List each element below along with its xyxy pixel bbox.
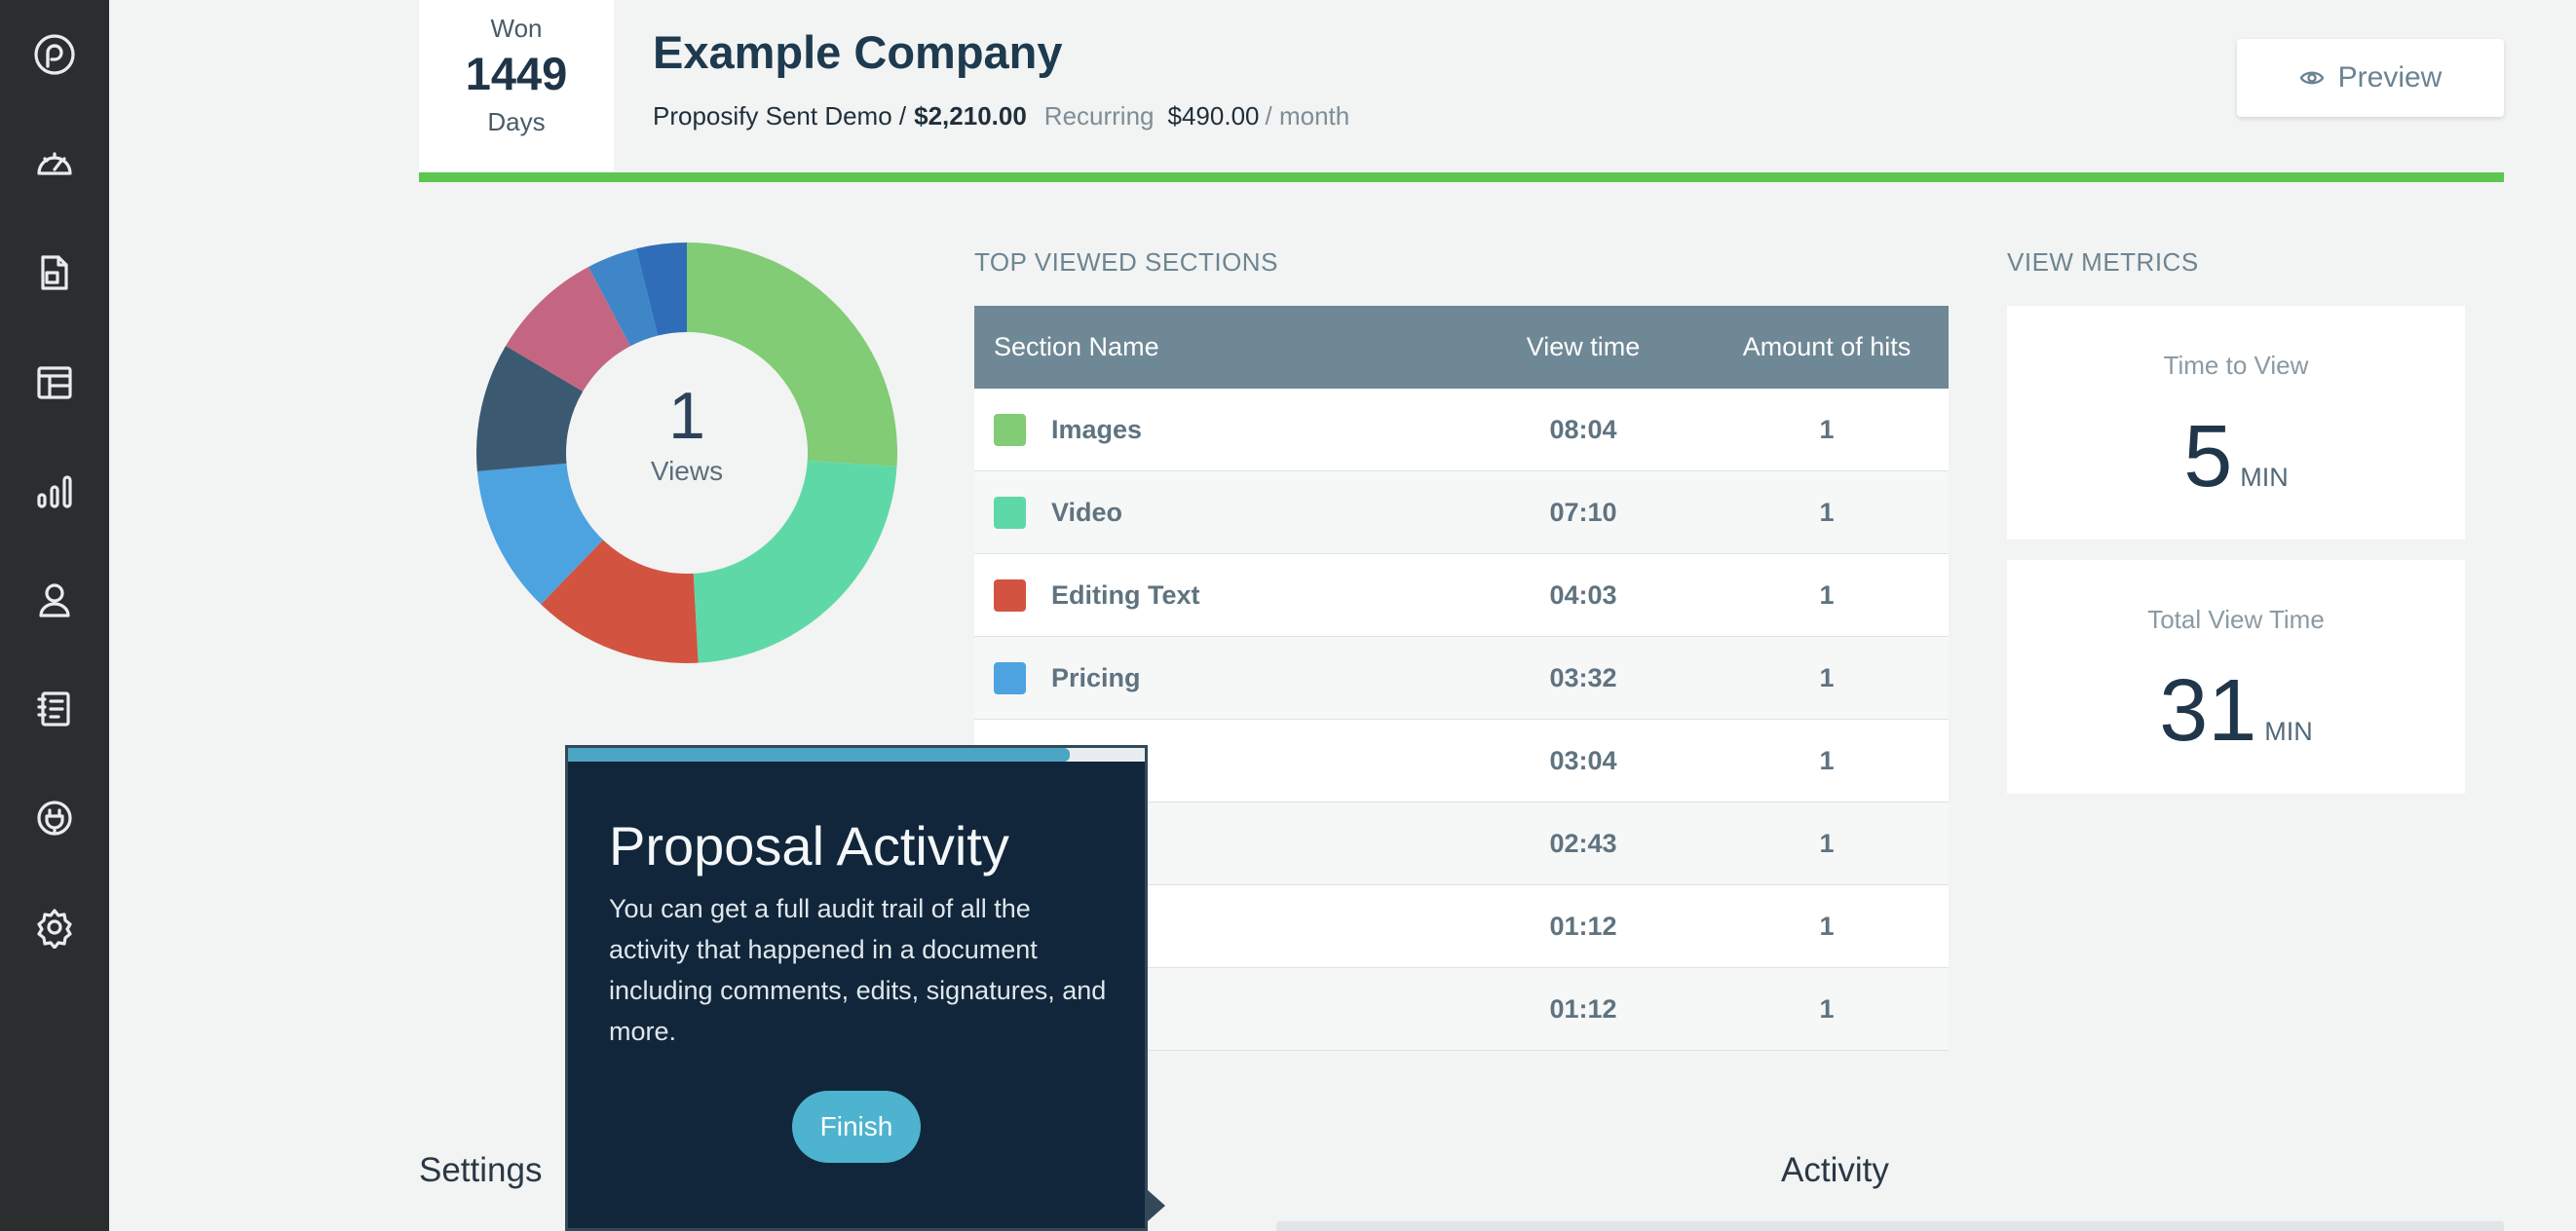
column-header-amount-of-hits: Amount of hits xyxy=(1742,332,1912,361)
section-name: Pricing xyxy=(1051,662,1141,692)
view-time-cell: 02:43 xyxy=(1549,828,1617,858)
section-name-cell: Images xyxy=(974,413,1461,446)
donut-slice[interactable] xyxy=(588,248,659,347)
view-time-cell: 01:12 xyxy=(1549,911,1617,941)
section-color-swatch xyxy=(994,661,1026,694)
section-name: Images xyxy=(1051,414,1143,444)
section-name: Editing Text xyxy=(1051,579,1200,610)
proposal-summary: Proposify Sent Demo / $2,210.00 Recurring $… xyxy=(653,101,1349,131)
column-header-view-time: View time xyxy=(1526,332,1641,361)
time-to-view-value: 5 MIN xyxy=(2007,407,2465,507)
donut-slice[interactable] xyxy=(506,267,631,392)
table-row[interactable]: Video 07:10 1 xyxy=(974,471,1949,554)
templates-layout-icon[interactable] xyxy=(29,356,80,407)
time-to-view-number: 5 xyxy=(2183,408,2233,505)
hits-cell: 1 xyxy=(1819,497,1835,527)
tour-progress-fill xyxy=(568,748,1071,762)
donut-slice[interactable] xyxy=(541,540,699,663)
total-view-time-card: Total View Time 31 MIN xyxy=(2007,560,2465,794)
reports-bar-chart-icon[interactable] xyxy=(29,466,80,516)
view-time-cell: 07:10 xyxy=(1549,497,1617,527)
section-color-swatch xyxy=(994,578,1026,612)
hits-cell: 1 xyxy=(1819,993,1835,1024)
donut-slice[interactable] xyxy=(635,242,687,336)
hits-cell: 1 xyxy=(1819,579,1835,610)
donut-views-count: 1 xyxy=(668,379,705,453)
recurring-label: Recurring xyxy=(1043,101,1155,131)
dashboard-gauge-icon[interactable] xyxy=(29,138,80,189)
view-metrics-heading: VIEW METRICS xyxy=(2007,247,2199,277)
tour-title: Proposal Activity xyxy=(609,815,1009,877)
settings-gear-icon[interactable] xyxy=(29,902,80,952)
views-donut-chart xyxy=(476,242,897,663)
section-name-cell: Editing Text xyxy=(974,578,1461,612)
table-row[interactable]: Editing Text 04:03 1 xyxy=(974,554,1949,637)
time-to-view-unit: MIN xyxy=(2240,463,2289,492)
hits-cell: 1 xyxy=(1819,662,1835,692)
proposal-amount: $2,210.00 xyxy=(914,101,1027,131)
sections-table: Section Name View time Amount of hits Im… xyxy=(974,306,1949,1051)
company-title: Example Company xyxy=(653,26,1063,78)
donut-slice[interactable] xyxy=(687,242,897,466)
view-time-cell: 03:04 xyxy=(1549,745,1617,775)
proposal-name: Proposify Sent Demo / xyxy=(653,101,907,131)
integrations-plug-icon[interactable] xyxy=(29,793,80,843)
view-time-cell: 08:04 xyxy=(1549,414,1617,444)
tour-popover: Proposal Activity You can get a full aud… xyxy=(565,745,1148,1231)
time-to-view-card: Time to View 5 MIN xyxy=(2007,306,2465,540)
preview-button-label: Preview xyxy=(2337,61,2443,93)
donut-views-label: Views xyxy=(650,456,724,486)
preview-button[interactable]: Preview xyxy=(2237,39,2504,117)
finish-button[interactable]: Finish xyxy=(792,1091,921,1163)
content-library-icon[interactable] xyxy=(29,684,80,734)
hits-cell: 1 xyxy=(1819,414,1835,444)
view-time-cell: 04:03 xyxy=(1549,579,1617,610)
hits-cell: 1 xyxy=(1819,911,1835,941)
status-progress-bar xyxy=(419,172,2504,182)
top-viewed-sections-heading: TOP VIEWED SECTIONS xyxy=(974,247,1278,277)
tour-pointer-arrow xyxy=(1148,1190,1165,1221)
donut-slice[interactable] xyxy=(693,460,897,663)
donut-slice[interactable] xyxy=(476,346,584,471)
settings-heading: Settings xyxy=(419,1151,543,1189)
won-badge: Won 1449 Days xyxy=(419,0,614,173)
column-header-section-name: Section Name xyxy=(994,332,1159,361)
won-days-label: Days xyxy=(487,107,546,136)
view-time-cell: 03:32 xyxy=(1549,662,1617,692)
section-color-swatch xyxy=(994,413,1026,446)
proposify-logo-icon[interactable] xyxy=(29,29,80,80)
won-days-count: 1449 xyxy=(465,48,568,99)
table-row[interactable]: Images 08:04 1 xyxy=(974,389,1949,471)
user-icon[interactable] xyxy=(29,575,80,625)
time-to-view-label: Time to View xyxy=(2163,351,2309,380)
eye-icon xyxy=(2299,71,2325,85)
section-name-cell: Pricing xyxy=(974,661,1461,694)
hits-cell: 1 xyxy=(1819,828,1835,858)
total-view-time-unit: MIN xyxy=(2264,717,2313,746)
recurring-amount: $490.00 xyxy=(1167,101,1260,131)
hits-cell: 1 xyxy=(1819,745,1835,775)
won-label: Won xyxy=(490,14,543,43)
section-name-cell: Video xyxy=(974,496,1461,529)
tour-progress-track xyxy=(568,748,1145,762)
tour-description: You can get a full audit trail of all th… xyxy=(609,894,1107,1046)
table-header: Section Name View time Amount of hits xyxy=(974,306,1949,389)
total-view-time-number: 31 xyxy=(2159,662,2257,760)
activity-panel-edge xyxy=(1276,1221,2504,1231)
total-view-time-label: Total View Time xyxy=(2147,605,2325,634)
table-row[interactable]: Pricing 03:32 1 xyxy=(974,637,1949,720)
donut-slice[interactable] xyxy=(476,463,603,605)
table-body: Images 08:04 1 Video 07:10 1 Editing Text 04:03… xyxy=(974,389,1949,1051)
section-name: Video xyxy=(1051,497,1123,527)
documents-icon[interactable] xyxy=(29,247,80,298)
section-color-swatch xyxy=(994,496,1026,529)
total-view-time-value: 31 MIN xyxy=(2007,661,2465,762)
sidebar xyxy=(0,0,109,1231)
view-time-cell: 01:12 xyxy=(1549,993,1617,1024)
recurring-period: / month xyxy=(1265,101,1350,131)
activity-heading: Activity xyxy=(1781,1151,1889,1189)
